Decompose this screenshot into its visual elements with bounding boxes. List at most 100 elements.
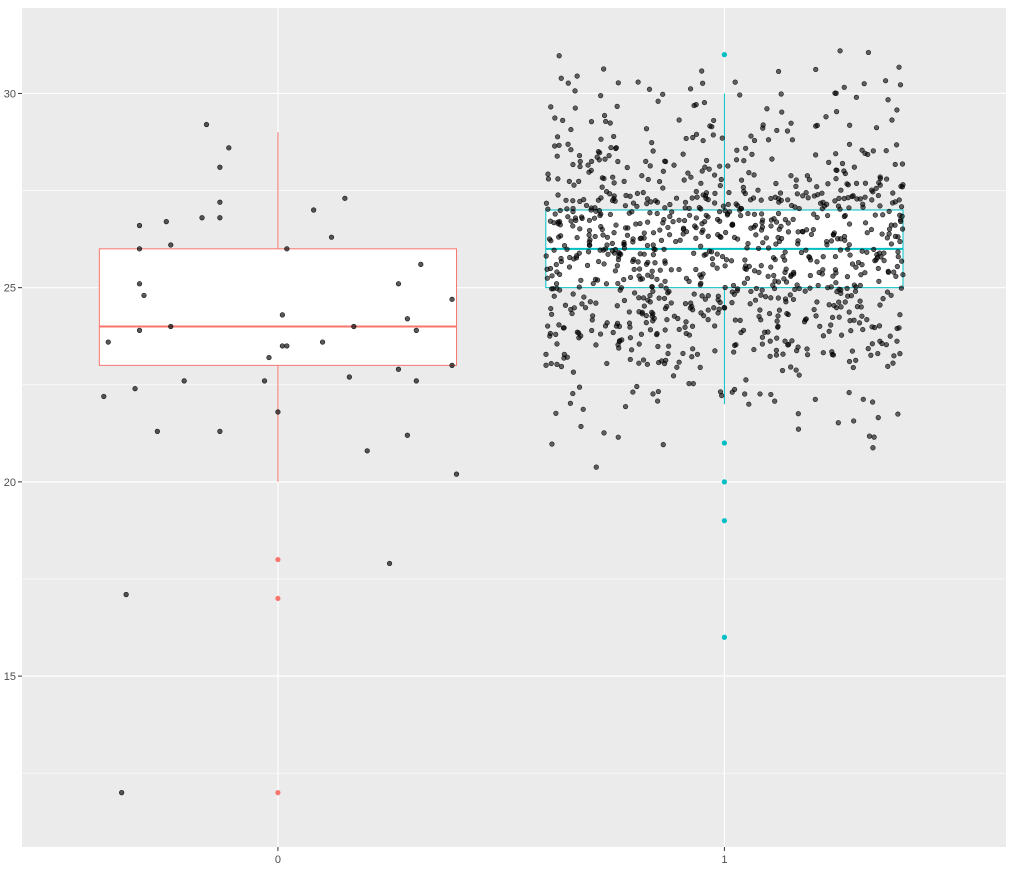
jitter-point	[655, 98, 661, 104]
jitter-point	[566, 264, 573, 270]
jitter-point	[877, 174, 883, 180]
jitter-point	[615, 158, 621, 165]
jitter-point	[693, 235, 699, 241]
jitter-point	[732, 79, 738, 85]
jitter-point	[593, 342, 599, 348]
jitter-point	[700, 80, 706, 86]
jitter-point	[554, 134, 561, 140]
jitter-point	[578, 277, 584, 283]
jitter-point	[594, 154, 600, 160]
jitter-point	[813, 313, 819, 319]
jitter-point	[889, 117, 895, 123]
jitter-point	[793, 367, 799, 373]
jitter-point	[574, 234, 580, 241]
jitter-point	[833, 176, 839, 182]
jitter-point	[897, 238, 903, 245]
outlier-point	[721, 634, 728, 640]
jitter-point	[890, 190, 896, 196]
jitter-point	[817, 323, 823, 329]
jitter-point	[883, 148, 889, 154]
jitter-point	[404, 432, 411, 438]
jitter-point	[613, 222, 619, 228]
jitter-point	[587, 242, 593, 248]
jitter-point	[687, 86, 694, 92]
jitter-point	[732, 342, 738, 348]
jitter-point	[897, 312, 903, 318]
jitter-point	[658, 283, 664, 289]
jitter-point	[823, 114, 829, 120]
jitter-point	[716, 306, 722, 312]
jitter-point	[722, 284, 728, 291]
jitter-point	[123, 591, 129, 598]
jitter-point	[788, 120, 794, 126]
jitter-point	[601, 112, 608, 119]
jitter-point	[590, 280, 596, 287]
boxes	[98, 52, 904, 796]
jitter-point	[662, 278, 668, 284]
jitter-point	[711, 117, 717, 124]
jitter-point	[770, 255, 777, 261]
jitter-point	[570, 223, 576, 229]
jitter-point	[895, 254, 901, 260]
jitter-point	[796, 372, 802, 378]
jitter-point	[635, 259, 641, 265]
jitter-point	[755, 245, 762, 252]
jitter-point	[749, 151, 755, 157]
jitter-point	[896, 64, 902, 70]
jitter-point	[449, 296, 455, 302]
jitter-point	[712, 348, 718, 354]
jitter-point	[654, 332, 660, 338]
jitter-point	[661, 216, 667, 223]
jitter-point	[630, 258, 636, 264]
jitter-point	[564, 246, 570, 252]
jitter-point	[795, 241, 801, 247]
jitter-point	[782, 296, 789, 302]
jitter-point	[722, 263, 728, 269]
jitter-point	[807, 285, 813, 291]
jitter-point	[830, 352, 837, 358]
jitter-point	[612, 246, 619, 253]
jitter-point	[645, 272, 651, 278]
jitter-point	[765, 245, 772, 251]
jitter-point	[757, 391, 763, 397]
jitter-point	[712, 323, 718, 329]
y-tick-label: 30	[4, 88, 16, 100]
jitter-point	[828, 238, 835, 244]
jitter-point	[877, 302, 883, 308]
jitter-point	[833, 109, 840, 115]
jitter-point	[568, 218, 574, 224]
jitter-point	[101, 393, 107, 400]
jitter-point	[572, 88, 578, 94]
jitter-point	[418, 261, 424, 267]
jitter-point	[651, 315, 657, 321]
jitter-point	[553, 281, 560, 287]
jitter-point	[655, 343, 661, 350]
jitter-point	[132, 386, 138, 392]
jitter-point	[549, 273, 555, 279]
jitter-point	[661, 246, 667, 252]
jitter-point	[279, 312, 285, 318]
jitter-point	[676, 117, 682, 123]
jitter-point	[862, 220, 869, 226]
jitter-point	[785, 197, 791, 203]
jitter-point	[570, 205, 576, 212]
jitter-point	[717, 182, 723, 189]
jitter-point	[588, 205, 594, 211]
jitter-point	[895, 249, 901, 255]
jitter-point	[848, 293, 855, 299]
jitter-point	[667, 213, 673, 220]
jitter-point	[638, 331, 645, 337]
jitter-point	[873, 125, 880, 131]
jitter-point	[674, 364, 680, 370]
jitter-point	[710, 262, 716, 268]
jitter-point	[645, 297, 651, 303]
jitter-point	[199, 215, 205, 221]
jitter-point	[705, 293, 711, 299]
jitter-point	[868, 226, 875, 233]
jitter-point	[588, 158, 595, 164]
jitter-point	[328, 234, 335, 240]
jitter-point	[745, 240, 751, 247]
jitter-point	[746, 401, 752, 407]
jitter-point	[875, 415, 881, 421]
jitter-point	[655, 388, 661, 395]
